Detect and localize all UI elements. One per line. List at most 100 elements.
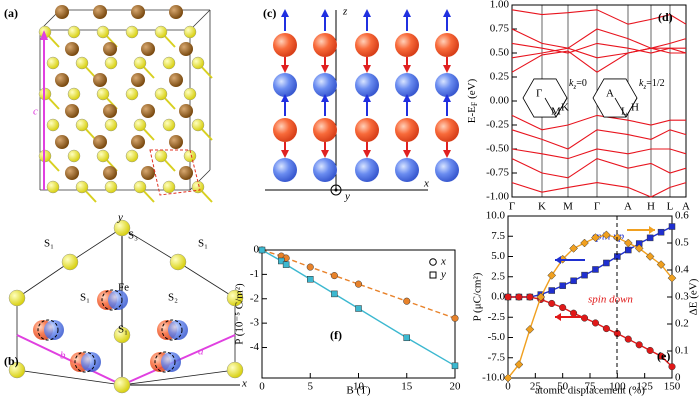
axis-label: y [117, 212, 123, 224]
s-atom [125, 149, 139, 163]
axis-label: b [60, 350, 66, 362]
series-line [507, 234, 673, 379]
arrow-head [321, 9, 329, 17]
fe-atom [179, 166, 193, 180]
marker [403, 334, 410, 342]
axis-label: z [342, 6, 348, 18]
y-tick-label: -0.75 [486, 167, 509, 179]
spin-up-site [395, 33, 419, 57]
y2-tick-label: 0 [675, 372, 681, 384]
s-atom [154, 25, 168, 39]
marker [625, 246, 632, 254]
s-atom [46, 56, 60, 70]
x-tick-label: Γ [594, 201, 600, 213]
kz-part: =1/2 [646, 78, 664, 89]
fe-atom [103, 166, 117, 180]
panel-a [38, 5, 213, 203]
panel-label: (f) [330, 328, 342, 342]
marker [668, 223, 676, 230]
marker [667, 273, 677, 283]
spin-down-site [435, 73, 459, 97]
series-label: spin down [588, 294, 633, 306]
arrow-head [443, 150, 451, 158]
marker [591, 233, 600, 242]
site-label: S₁ [44, 238, 54, 250]
marker [591, 319, 600, 327]
fe-atom [65, 166, 79, 180]
fe-atom [131, 135, 145, 149]
arrow-head [321, 150, 329, 158]
marker [258, 246, 266, 254]
spin-up-site [273, 118, 297, 142]
marker [515, 293, 523, 301]
fe-atom [169, 135, 183, 149]
y-axis-dot [334, 188, 338, 192]
s-atom [96, 149, 110, 163]
marker [525, 325, 535, 334]
fe-atom [55, 5, 69, 19]
arrow-head [443, 65, 451, 73]
k-label: M [551, 106, 561, 118]
marker [278, 257, 285, 265]
spin-down-site [313, 158, 337, 182]
marker [656, 260, 666, 269]
y2-tick-label: 0.1 [675, 345, 689, 357]
y-tick-label: 7.5 [491, 230, 505, 242]
y-tick-label: 0.00 [490, 95, 510, 107]
y-tick-label: -1.00 [486, 191, 509, 203]
s-atom [191, 118, 205, 132]
k-path [544, 97, 568, 118]
y-tick-label: 0.25 [490, 71, 510, 83]
k-label: H [631, 102, 639, 114]
fe-atom [179, 42, 193, 56]
series-line [511, 129, 687, 150]
y-tick-label: 2.5 [491, 270, 505, 282]
spin-down-site [273, 158, 297, 182]
fe-site [154, 351, 176, 373]
s-atom [226, 361, 244, 379]
y2-tick-label: 0.4 [675, 264, 689, 276]
spin-down-site [355, 158, 379, 182]
site-label: S₂ [168, 292, 178, 304]
y-tick-label: 0.50 [490, 47, 510, 59]
arrow-head [443, 9, 451, 17]
arrow-head [281, 150, 289, 158]
fe-site [37, 319, 59, 341]
marker [646, 234, 654, 242]
site-label: S₃ [128, 230, 138, 242]
s-atom [133, 180, 147, 194]
y-axis-label: P (10⁻⁵ C/m²) [234, 283, 246, 345]
arrow-head [321, 94, 329, 102]
marker [603, 259, 610, 267]
spin-up-site [313, 33, 337, 57]
fe-atom [141, 166, 155, 180]
marker [635, 341, 643, 349]
fe-atom [55, 135, 69, 149]
s-atom [113, 326, 131, 344]
series-line [511, 28, 687, 49]
y-axis-label: P (μC/cm²) [472, 272, 484, 321]
marker [559, 303, 567, 312]
axis-label: x [241, 378, 247, 390]
s-atom [75, 56, 89, 70]
arrow-head [555, 256, 561, 264]
y-tick-label: -5.0 [488, 331, 506, 343]
s-atom [96, 25, 110, 39]
x-tick-label: A [624, 201, 632, 213]
k-label: K [561, 102, 569, 114]
marker [547, 271, 557, 280]
y-tick-label: -2 [250, 292, 259, 304]
fe-site [74, 351, 96, 373]
x-axis-label: B (T) [346, 385, 370, 397]
kz-part: z [642, 83, 646, 91]
panel-c [265, 9, 459, 196]
y-tick-label: -3 [250, 317, 260, 329]
series-line [511, 182, 687, 198]
s-atom [75, 118, 89, 132]
y-tick-label: -2.5 [488, 311, 506, 323]
series-line [511, 114, 686, 131]
y-label-part: E-E [466, 106, 478, 123]
marker [646, 346, 654, 355]
y-tick-label: -0.25 [486, 119, 509, 131]
x-tick-label: 25 [530, 381, 542, 393]
